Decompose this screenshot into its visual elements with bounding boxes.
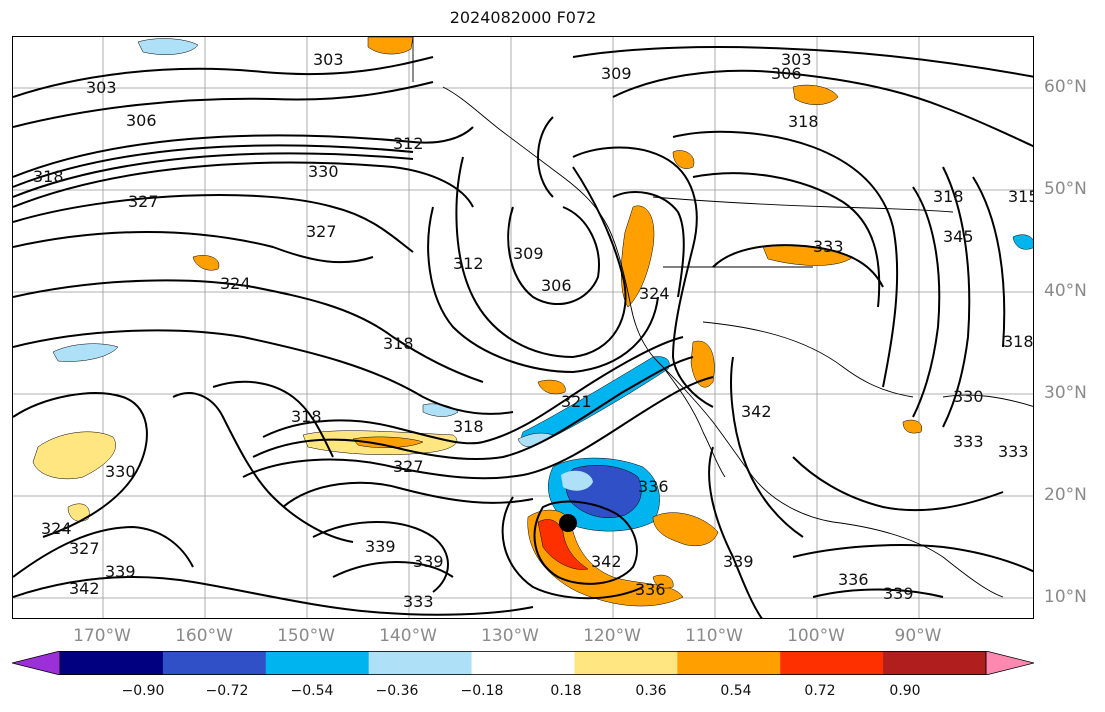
contour-label: 303 <box>86 78 117 97</box>
colorbar-tick-label: 0.72 <box>804 683 836 699</box>
colorbar-segment <box>60 651 164 675</box>
longitude-label: 140°W <box>379 626 437 646</box>
contour-label: 339 <box>413 552 444 571</box>
contour-label: 318 <box>788 112 819 131</box>
contour-label: 318 <box>383 334 414 353</box>
colorbar-segment <box>574 651 678 675</box>
contour-label: 327 <box>69 539 100 558</box>
contour-label: 327 <box>393 457 424 476</box>
colorbar-tick-label: 0.54 <box>720 683 752 699</box>
colorbar-segment <box>471 651 575 675</box>
colorbar-segment <box>883 651 987 675</box>
contour-label: 333 <box>403 592 434 611</box>
longitude-label: 120°W <box>583 626 641 646</box>
contour-label: 336 <box>838 570 869 589</box>
contour-label: 312 <box>393 134 424 153</box>
map-plot-area: 303 303 303 306 306 309 312 312 330 327 … <box>12 36 1034 619</box>
colorbar-segment <box>677 651 781 675</box>
colorbar-segment <box>265 651 370 675</box>
contour-label: 318 <box>933 187 964 206</box>
longitude-label: 110°W <box>685 626 743 646</box>
colorbar-tick-label: −0.72 <box>205 683 249 699</box>
contour-label: 303 <box>313 50 344 69</box>
contour-label: 309 <box>601 64 632 83</box>
colorbar-tick-label: 0.90 <box>889 683 921 699</box>
colorbar-segment <box>780 651 884 675</box>
map-title: 2024082000 F072 <box>449 8 597 27</box>
map-canvas: 303 303 303 306 306 309 312 312 330 327 … <box>13 37 1034 618</box>
contour-label: 339 <box>105 562 136 581</box>
contour-label: 324 <box>220 274 251 293</box>
contour-label: 336 <box>638 477 669 496</box>
theta-contours <box>13 46 1033 618</box>
contour-label: 333 <box>813 237 844 256</box>
contour-label: 336 <box>635 580 666 599</box>
contour-label: 309 <box>513 244 544 263</box>
colorbar-extend-min <box>12 651 61 675</box>
contour-label: 339 <box>365 537 396 556</box>
latitude-label: 50°N <box>1044 179 1087 199</box>
longitude-label: 160°W <box>175 626 233 646</box>
contour-label: 303 <box>781 50 812 69</box>
contour-label: 342 <box>69 579 100 598</box>
graticule <box>13 37 1033 618</box>
latitude-label: 60°N <box>1044 77 1087 97</box>
contour-label: 306 <box>126 111 157 130</box>
latitude-label: 30°N <box>1044 383 1087 403</box>
contour-label: 327 <box>128 192 159 211</box>
contour-label: 342 <box>591 552 622 571</box>
contour-label: 342 <box>741 402 772 421</box>
contour-label: 330 <box>105 462 136 481</box>
colorbar-segment <box>162 651 267 675</box>
latitude-label: 10°N <box>1044 587 1087 607</box>
longitude-label: 90°W <box>894 626 942 646</box>
latitude-label: 20°N <box>1044 485 1087 505</box>
contour-label: 321 <box>561 392 592 411</box>
contour-label: 312 <box>453 254 484 273</box>
coastlines <box>412 37 1033 598</box>
colorbar-tick-label: −0.18 <box>460 683 504 699</box>
contour-label: 324 <box>639 284 670 303</box>
colorbar-tick-label: −0.36 <box>375 683 419 699</box>
contour-label: 324 <box>41 519 72 538</box>
colorbar-tick-label: 0.36 <box>635 683 667 699</box>
longitude-label: 100°W <box>787 626 845 646</box>
colorbar-segments <box>12 651 1034 675</box>
colorbar-tick-label: 0.18 <box>550 683 582 699</box>
storm-center-marker <box>559 514 577 532</box>
colorbar-tick-label: −0.54 <box>290 683 334 699</box>
contour-label: 345 <box>943 227 974 246</box>
shaded-field <box>32 37 1033 607</box>
colorbar-segment <box>368 651 473 675</box>
contour-label: 327 <box>306 222 337 241</box>
contour-label: 333 <box>953 432 984 451</box>
colorbar <box>12 651 1034 675</box>
longitude-label: 170°W <box>73 626 131 646</box>
contour-label: 318 <box>453 417 484 436</box>
longitude-label: 150°W <box>277 626 335 646</box>
contour-label: 330 <box>308 162 339 181</box>
colorbar-extend-max <box>985 651 1034 675</box>
colorbar-outline <box>59 651 987 675</box>
contour-label: 306 <box>771 64 802 83</box>
contour-labels: 303 303 303 306 306 309 312 312 330 327 … <box>33 50 1034 611</box>
colorbar-tick-label: −0.90 <box>121 683 165 699</box>
contour-label: 339 <box>883 584 914 603</box>
contour-label: 318 <box>1003 332 1034 351</box>
contour-label: 318 <box>291 407 322 426</box>
contour-label: 330 <box>953 387 984 406</box>
contour-label: 333 <box>998 442 1029 461</box>
contour-label: 315 <box>1008 187 1034 206</box>
contour-label: 318 <box>33 167 64 186</box>
longitude-label: 130°W <box>481 626 539 646</box>
contour-label: 339 <box>723 552 754 571</box>
latitude-label: 40°N <box>1044 281 1087 301</box>
contour-label: 306 <box>541 276 572 295</box>
